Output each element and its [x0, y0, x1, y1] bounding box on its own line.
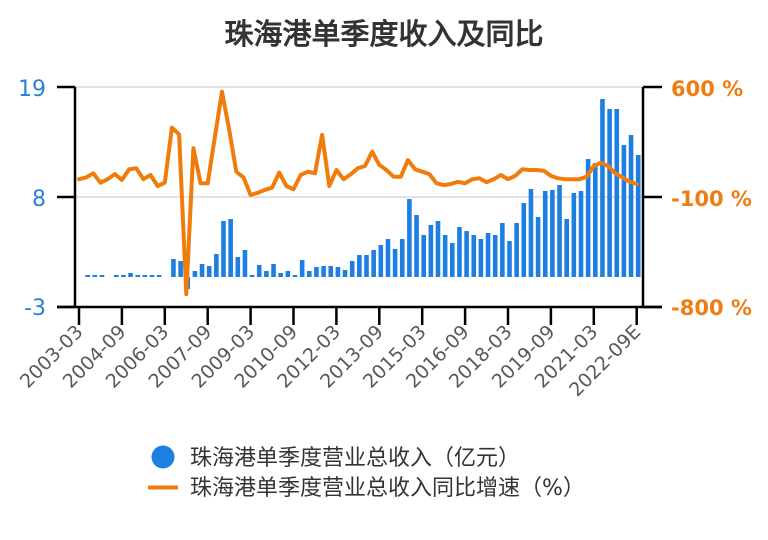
revenue-bar: [92, 275, 98, 277]
revenue-bar: [571, 193, 577, 277]
revenue-bar: [335, 267, 341, 277]
revenue-bar: [221, 221, 226, 277]
revenue-bar: [256, 265, 262, 277]
revenue-bar: [550, 190, 555, 277]
revenue-bar: [385, 239, 391, 277]
revenue-bar: [349, 261, 355, 277]
revenue-bar: [535, 217, 541, 277]
revenue-bar: [242, 250, 248, 277]
revenue-bar: [292, 275, 298, 277]
revenue-bar: [271, 264, 276, 277]
revenue-bar: [485, 233, 491, 277]
right-axis-labels: 600 % -100 % -800 %: [671, 77, 752, 320]
chart-title: 珠海港单季度收入及同比: [224, 17, 543, 51]
revenue-bar: [342, 270, 348, 277]
left-tick-label: -3: [24, 296, 46, 321]
revenue-bar: [557, 185, 562, 277]
revenue-bar: [85, 275, 90, 277]
revenue-bar: [178, 261, 183, 277]
revenue-bar: [528, 189, 534, 277]
revenue-bar: [113, 275, 119, 277]
legend-item-revenue: 珠海港单季度营业总收入（亿元）: [151, 445, 520, 471]
revenue-bar: [235, 257, 241, 277]
revenue-bar: [564, 219, 569, 277]
revenue-bar: [121, 275, 126, 277]
revenue-bar: [249, 275, 255, 277]
revenue-bar: [321, 266, 326, 277]
axes: [57, 85, 662, 325]
revenue-bar: [214, 254, 219, 277]
revenue-bar: [600, 99, 605, 277]
revenue-bar: [299, 260, 305, 277]
revenue-bar: [628, 135, 634, 277]
revenue-bar: [378, 245, 384, 277]
revenue-bar: [399, 239, 405, 277]
revenue-bar: [407, 199, 412, 277]
revenue-bar: [593, 163, 598, 277]
yoy-growth-line-layer: [77, 89, 639, 297]
revenue-bar: [471, 235, 477, 277]
revenue-bar: [392, 249, 398, 277]
revenue-bar: [542, 191, 548, 277]
legend-label-growth: 珠海港单季度营业总收入同比增速（%）: [190, 476, 585, 501]
x-axis-labels: 2003-032004-092006-032007-092009-032010-…: [16, 321, 645, 401]
legend: 珠海港单季度营业总收入（亿元） 珠海港单季度营业总收入同比增速（%）: [148, 445, 585, 501]
revenue-bar: [135, 275, 140, 277]
revenue-bar: [142, 275, 148, 277]
revenue-bar: [414, 215, 419, 277]
revenue-bar: [635, 155, 641, 277]
right-tick-label: -800 %: [671, 296, 752, 320]
revenue-bar: [521, 203, 527, 277]
right-tick-label: -100 %: [671, 187, 752, 211]
revenue-bar: [206, 266, 212, 277]
revenue-bar: [264, 271, 269, 277]
left-axis-labels: 19 8 -3: [18, 77, 46, 321]
left-tick-label: 8: [32, 187, 46, 212]
yoy-growth-line: [77, 89, 639, 297]
revenue-bar: [99, 275, 105, 277]
revenue-bar: [285, 271, 291, 277]
left-tick-label: 19: [18, 77, 46, 102]
revenue-bar: [421, 235, 426, 277]
revenue-bar: [364, 255, 369, 277]
revenue-bar: [192, 271, 198, 277]
right-tick-label: 600 %: [671, 77, 743, 101]
revenue-bar: [607, 109, 612, 277]
revenue-bar: [464, 231, 469, 277]
revenue-bar: [457, 227, 462, 277]
revenue-bar: [614, 109, 620, 277]
legend-item-growth: 珠海港单季度营业总收入同比增速（%）: [148, 476, 585, 501]
revenue-bar: [314, 267, 319, 277]
revenue-bar: [357, 255, 362, 277]
revenue-bar: [578, 191, 584, 277]
revenue-bar: [442, 235, 448, 277]
revenue-bar: [128, 273, 133, 277]
revenue-bar: [371, 250, 376, 277]
revenue-bar: [435, 221, 441, 277]
revenue-bar: [500, 223, 505, 277]
revenue-bar: [450, 243, 455, 277]
revenue-bar: [156, 275, 162, 277]
revenue-bar: [428, 225, 434, 277]
revenue-bar: [228, 219, 233, 277]
gridlines: [75, 86, 643, 198]
revenue-bar: [514, 223, 519, 277]
revenue-bar: [278, 273, 283, 277]
revenue-bar: [507, 241, 512, 277]
revenue-bar: [621, 145, 627, 277]
legend-circle-icon: [151, 445, 175, 469]
revenue-bar: [328, 266, 334, 277]
revenue-bar: [307, 271, 312, 277]
revenue-bar: [492, 235, 498, 277]
revenue-bar: [171, 259, 176, 277]
revenue-bar: [149, 275, 155, 277]
revenue-bar: [478, 239, 484, 277]
revenue-bars: [85, 99, 641, 289]
revenue-bar: [585, 159, 591, 277]
revenue-bar: [199, 264, 205, 277]
legend-label-revenue: 珠海港单季度营业总收入（亿元）: [190, 446, 520, 471]
